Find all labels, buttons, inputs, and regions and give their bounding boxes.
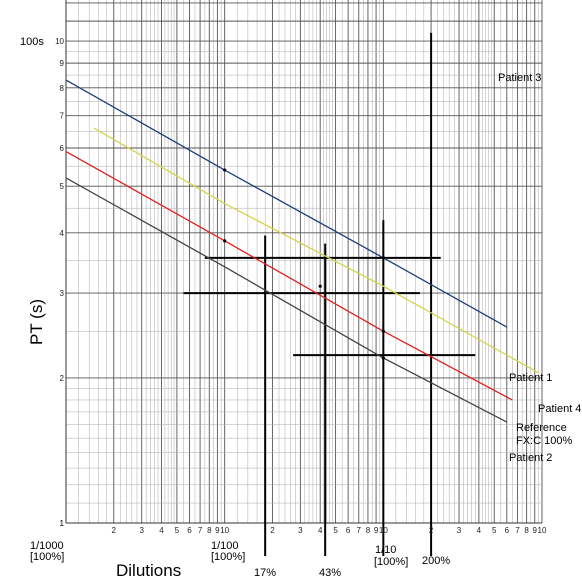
x-tick-label: 5 — [333, 526, 338, 535]
chart-grid — [65, 0, 543, 524]
data-point — [223, 239, 227, 243]
series-label: Patient 3 — [498, 72, 541, 84]
x-tick-label: 7 — [357, 526, 362, 535]
x-tick-label: 5 — [175, 526, 180, 535]
series-line — [93, 127, 539, 374]
x-tick-label: 9 — [374, 526, 379, 535]
annotation-percent-label: 43% — [319, 567, 341, 579]
x-tick-label: 8 — [524, 526, 529, 535]
x-tick-label: 3 — [457, 526, 462, 535]
y-tick-label: 7 — [60, 112, 65, 121]
x-tick-label: 2 — [112, 526, 117, 535]
series-line — [65, 150, 513, 401]
x-major-label: 1/100 — [211, 540, 239, 552]
y-axis-title: PT (s) — [27, 299, 46, 345]
x-tick-label: 9 — [533, 526, 538, 535]
x-tick-label: 8 — [207, 526, 212, 535]
y-tick-label: 2 — [60, 374, 65, 383]
x-tick-label: 7 — [515, 526, 520, 535]
annotation-percent-label: 17% — [254, 567, 276, 579]
x-tick-label: 10 — [538, 526, 547, 535]
x-tick-label: 10 — [379, 526, 388, 535]
x-tick-label: 4 — [318, 526, 323, 535]
series-label: Patient 1 — [509, 372, 552, 384]
series-line — [65, 79, 508, 328]
series-line — [65, 177, 508, 423]
data-point — [381, 256, 385, 260]
x-major-label-sub: [100%] — [30, 551, 64, 563]
y-unit-label: 100s — [20, 36, 44, 48]
y-tick-label: 5 — [60, 182, 65, 191]
y-tick-label: 3 — [60, 289, 65, 298]
annotation-percent-label: 200% — [422, 555, 450, 567]
x-tick-label: 6 — [505, 526, 510, 535]
x-tick-label: 3 — [298, 526, 303, 535]
y-tick-label: 10 — [55, 37, 64, 46]
y-tick-label: 6 — [60, 144, 65, 153]
reference-sub-label: FX:C 100% — [516, 435, 572, 447]
data-point — [318, 284, 322, 288]
y-tick-label: 4 — [60, 229, 65, 238]
series-label: Reference — [516, 422, 567, 434]
x-tick-label: 3 — [139, 526, 144, 535]
series-label: Patient 4 — [538, 403, 581, 415]
data-point — [223, 168, 227, 172]
x-tick-label: 6 — [346, 526, 351, 535]
x-axis-title: Dilutions — [116, 561, 181, 580]
data-point — [381, 356, 385, 360]
y-tick-label: 1 — [60, 519, 65, 528]
annotation-lines — [183, 32, 476, 556]
x-tick-label: 10 — [220, 526, 229, 535]
x-tick-label: 8 — [366, 526, 371, 535]
x-tick-label: 6 — [187, 526, 192, 535]
x-tick-label: 9 — [215, 526, 220, 535]
series-label: Patient 2 — [509, 452, 552, 464]
x-major-label-sub: [100%] — [211, 551, 245, 563]
y-tick-label: 1 — [60, 519, 65, 528]
series-lines — [65, 79, 539, 423]
y-tick-label: 9 — [60, 59, 65, 68]
data-point — [381, 329, 385, 333]
x-tick-label: 4 — [477, 526, 482, 535]
y-tick-label: 8 — [60, 84, 65, 93]
x-major-label-sub: [100%] — [374, 556, 408, 568]
x-tick-label: 4 — [159, 526, 164, 535]
x-major-label: 1/10 — [375, 544, 396, 556]
x-tick-label: 2 — [270, 526, 275, 535]
x-tick-label: 2 — [429, 526, 434, 535]
x-tick-label: 5 — [492, 526, 497, 535]
x-tick-label: 7 — [198, 526, 203, 535]
x-major-label: 1/1000 — [30, 540, 64, 552]
